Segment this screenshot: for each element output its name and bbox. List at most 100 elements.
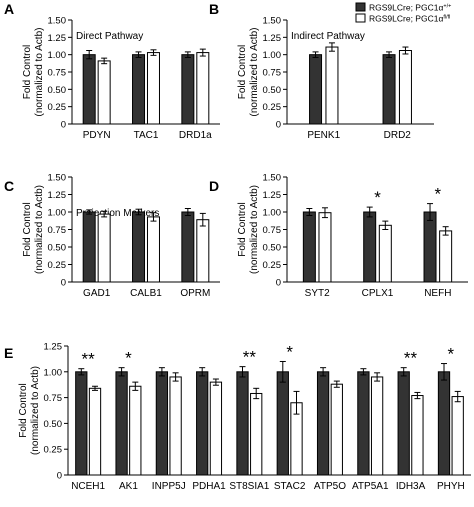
x-tick-label: STAC2 bbox=[274, 481, 306, 492]
x-tick-label: DRD1a bbox=[179, 130, 212, 141]
y-tick-label: 0.75 bbox=[263, 225, 282, 236]
significance-marker: * bbox=[286, 342, 293, 361]
legend-label-superscript: fl/fl bbox=[443, 15, 450, 21]
bar-control bbox=[115, 371, 128, 476]
panel-letter: E bbox=[4, 345, 13, 361]
panel-c: C Projection Markers Fold Control(normaliz… bbox=[4, 173, 220, 299]
significance-marker: * bbox=[435, 185, 442, 204]
y-tick-label: 1.50 bbox=[263, 173, 282, 184]
bar-knockout bbox=[97, 60, 111, 125]
y-tick-label: 0 bbox=[61, 278, 66, 289]
y-tick-label: 0.50 bbox=[48, 85, 67, 96]
bar-control bbox=[397, 371, 410, 476]
x-tick-label: CALB1 bbox=[130, 288, 162, 299]
bar-knockout bbox=[451, 396, 464, 476]
bar-knockout bbox=[398, 50, 412, 125]
panel-a: A Direct Pathway Fold Control(normalized t… bbox=[4, 1, 220, 141]
y-tick-label: 0 bbox=[276, 278, 281, 289]
y-axis-label-line: Fold Control bbox=[22, 202, 33, 256]
x-tick-label: ST8SIA1 bbox=[229, 481, 269, 492]
y-axis-label: Fold Control(normalized to Actb) bbox=[237, 185, 260, 274]
y-tick-label: 1.25 bbox=[48, 33, 67, 44]
bar-control bbox=[302, 211, 316, 283]
y-tick-label: 1.00 bbox=[48, 50, 67, 61]
bar-control bbox=[437, 371, 451, 476]
legend-item: RGS9LCre; PGC1αfl/fl bbox=[355, 13, 450, 24]
bar-knockout bbox=[209, 381, 223, 476]
x-tick-label: AK1 bbox=[119, 481, 138, 492]
bar-control bbox=[309, 54, 323, 125]
y-tick-label: 0.50 bbox=[44, 419, 63, 430]
bar-control bbox=[132, 211, 146, 283]
bar-knockout bbox=[169, 376, 182, 476]
y-tick-label: 0.25 bbox=[48, 102, 67, 113]
bar-knockout bbox=[411, 395, 424, 476]
y-tick-label: 0.50 bbox=[263, 85, 282, 96]
bar-knockout bbox=[146, 52, 160, 125]
y-axis-label-line: (normalized to Actb) bbox=[34, 28, 45, 117]
legend-label-text: RGS9LCre; PGC1α bbox=[369, 3, 443, 13]
x-tick-label: CPLX1 bbox=[362, 288, 394, 299]
bar-knockout bbox=[196, 219, 210, 283]
x-tick-label: INPP5J bbox=[152, 481, 186, 492]
y-axis-label-line: (normalized to Actb) bbox=[249, 28, 260, 117]
y-tick-label: 1.25 bbox=[44, 342, 63, 353]
y-tick-label: 1.25 bbox=[263, 190, 282, 201]
significance-marker: ** bbox=[404, 349, 418, 368]
y-tick-label: 1.00 bbox=[263, 50, 282, 61]
bar-knockout bbox=[250, 392, 263, 476]
bar-control bbox=[155, 371, 169, 476]
y-axis-label-line: (normalized to Actb) bbox=[34, 185, 45, 274]
y-tick-label: 0.25 bbox=[48, 260, 67, 271]
y-tick-label: 1.50 bbox=[263, 16, 282, 27]
bar-knockout bbox=[370, 376, 384, 476]
legend-label: RGS9LCre; PGC1α+/+ bbox=[369, 3, 451, 13]
y-tick-label: 1.25 bbox=[263, 33, 282, 44]
y-tick-label: 1.50 bbox=[48, 16, 67, 27]
x-tick-label: PHYH bbox=[437, 481, 465, 492]
legend-item: RGS9LCre; PGC1α+/+ bbox=[355, 2, 451, 13]
legend-label-superscript: +/+ bbox=[443, 4, 451, 10]
y-tick-label: 1.00 bbox=[44, 367, 63, 378]
panel-d: D Fold Control(normalized to Actb) 0 0.25 0.… bbox=[209, 173, 468, 299]
bar-control bbox=[316, 371, 330, 476]
legend: RGS9LCre; PGC1α+/+RGS9LCre; PGC1αfl/fl bbox=[355, 2, 451, 24]
x-tick-label: OPRM bbox=[180, 288, 210, 299]
y-axis-label-line: Fold Control bbox=[18, 383, 29, 437]
x-tick-label: NEFH bbox=[424, 288, 451, 299]
bar-knockout bbox=[318, 212, 332, 283]
panel-letter: A bbox=[4, 1, 14, 17]
x-tick-label: NCEH1 bbox=[71, 481, 105, 492]
panel-title: Projection Markers bbox=[76, 208, 159, 219]
x-tick-label: TAC1 bbox=[134, 130, 159, 141]
bar-control bbox=[196, 371, 209, 476]
y-tick-label: 0.75 bbox=[48, 225, 67, 236]
panel-title: Direct Pathway bbox=[76, 31, 143, 42]
y-tick-label: 0 bbox=[57, 471, 62, 482]
bar-knockout bbox=[439, 230, 453, 283]
y-tick-label: 1.50 bbox=[48, 173, 67, 184]
x-tick-label: PDYN bbox=[83, 130, 111, 141]
bar-knockout bbox=[325, 46, 339, 125]
y-tick-label: 1.00 bbox=[263, 208, 282, 219]
bar-control bbox=[236, 371, 249, 476]
bar-knockout bbox=[97, 213, 111, 283]
y-axis-label: Fold Control(normalized to Actb) bbox=[237, 28, 260, 117]
bar-control bbox=[276, 371, 289, 476]
bar-control bbox=[423, 211, 437, 283]
x-tick-label: GAD1 bbox=[83, 288, 111, 299]
significance-marker: ** bbox=[82, 350, 96, 369]
y-axis-label-line: Fold Control bbox=[237, 45, 248, 99]
x-tick-label: ATP5O bbox=[314, 481, 346, 492]
panel-letter: C bbox=[4, 178, 14, 194]
y-axis-label-line: (normalized to Actb) bbox=[249, 185, 260, 274]
bar-control bbox=[82, 54, 96, 125]
y-axis-label-line: Fold Control bbox=[22, 45, 33, 99]
significance-marker: * bbox=[125, 349, 132, 368]
bar-control bbox=[82, 211, 96, 283]
bar-control bbox=[357, 371, 370, 476]
y-tick-label: 0 bbox=[276, 120, 281, 131]
bar-knockout bbox=[129, 385, 142, 476]
y-tick-label: 0.75 bbox=[263, 68, 282, 79]
